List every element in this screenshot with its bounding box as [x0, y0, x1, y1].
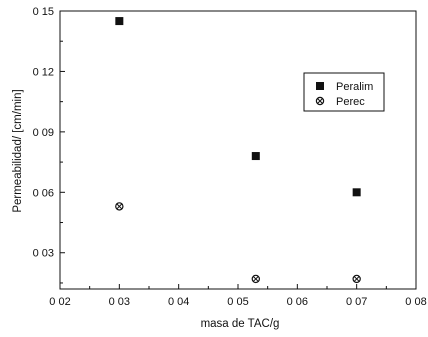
data-points [115, 17, 360, 282]
legend-symbol [316, 82, 324, 90]
y-axis-label: Permeabilidad/ [cm/min] [12, 89, 24, 212]
plot-border [60, 11, 416, 289]
x-tick-label: 0 06 [287, 296, 308, 308]
data-point-peralim [252, 152, 260, 160]
x-tick-label: 0 07 [346, 296, 367, 308]
marker-square [316, 82, 324, 90]
marker-square [353, 188, 361, 196]
x-tick-label: 0 05 [227, 296, 248, 308]
plot-frame [60, 11, 416, 289]
data-point-peralim [353, 188, 361, 196]
marker-square [252, 152, 260, 160]
legend-label-peralim: Peralim [336, 81, 373, 93]
legend-symbol [316, 97, 323, 104]
y-tick-label: 0 09 [33, 127, 54, 139]
x-tick-label: 0 04 [168, 296, 189, 308]
y-tick-label: 0 12 [33, 66, 54, 78]
axis-ticks [60, 11, 416, 289]
x-axis-label: masa de TAC/g [201, 318, 280, 330]
legend-marker-peralim [316, 82, 324, 90]
marker-square [115, 17, 123, 25]
x-tick-label: 0 02 [49, 296, 70, 308]
y-tick-labels: 0 03 0 06 0 09 0 12 0 15 [33, 6, 54, 260]
legend-marker-perec [316, 97, 323, 104]
data-point-perec [252, 275, 259, 282]
data-point-perec [116, 203, 123, 210]
x-tick-label: 0 03 [109, 296, 130, 308]
x-tick-label: 0 08 [405, 296, 426, 308]
legend-label-perec: Perec [336, 96, 365, 108]
data-point-perec [353, 275, 360, 282]
x-tick-labels: 0 02 0 03 0 04 0 05 0 06 0 07 0 08 [49, 296, 426, 308]
legend: Peralim Perec [304, 73, 384, 111]
y-tick-label: 0 06 [33, 187, 54, 199]
data-point-peralim [115, 17, 123, 25]
y-tick-label: 0 03 [33, 248, 54, 260]
y-tick-label: 0 15 [33, 6, 54, 18]
